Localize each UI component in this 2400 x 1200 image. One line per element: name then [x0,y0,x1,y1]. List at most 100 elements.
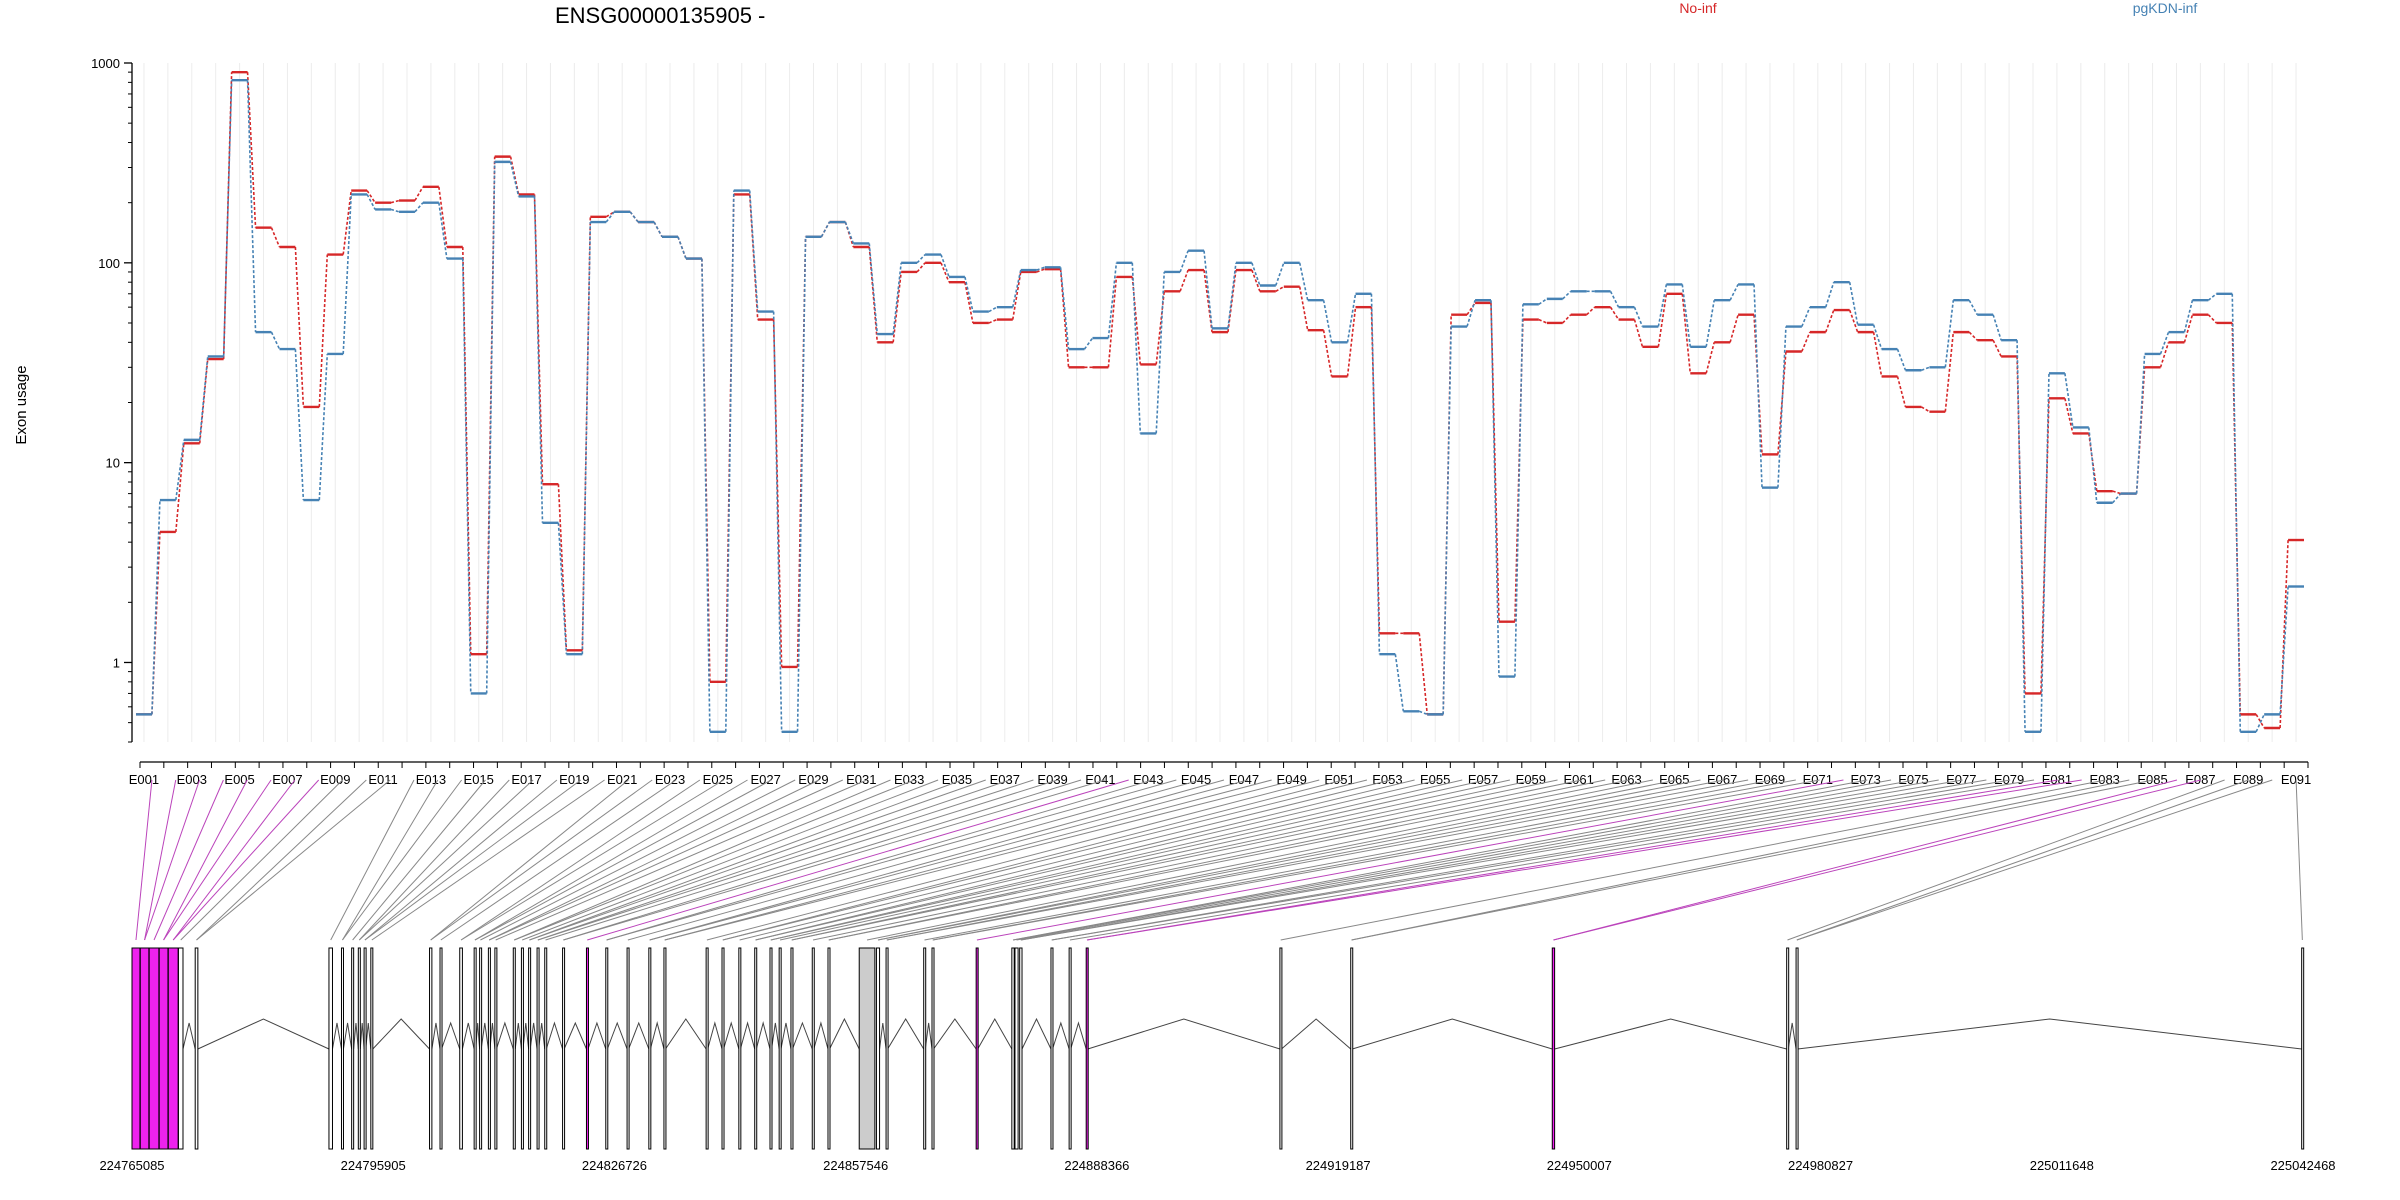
exon-connector [144,779,201,941]
x-tick-label: E035 [942,772,972,787]
exon-connector [342,779,463,941]
intron-line [1052,1021,1070,1050]
exon-box [626,947,630,1150]
exon-connector [877,779,1677,941]
series-connector [1346,307,1357,377]
series-lines [136,70,2304,733]
series-connector [2016,340,2026,732]
series-connector [1179,269,1189,292]
series-connector [533,194,544,485]
x-tick-label: E011 [368,772,397,787]
legend: No-inf pgKDN-inf [1679,0,2197,16]
series-connector [198,356,209,440]
x-tick-label: E053 [1372,772,1402,787]
series-connector [1801,331,1811,352]
exon-box [923,947,927,1150]
exon-box [2301,947,2305,1150]
series-connector [964,282,974,324]
series-connector [1298,286,1309,331]
exon-connector [1051,779,1987,941]
x-tick-label: E029 [798,772,828,787]
series-connector [342,194,353,354]
exon-connector [330,779,415,941]
series-connector [1921,406,1930,413]
exon-box [363,947,367,1150]
exon-connector [1787,779,2225,941]
x-tick-label: E023 [655,772,685,787]
intron-line [665,1018,707,1050]
series-connector [1036,266,1045,271]
series-connector [1968,331,1978,341]
exon-connector [664,779,1272,941]
series-connector [1394,654,1405,712]
exon-box [778,947,782,1150]
exon-connector [649,779,1225,941]
series-connector [1227,262,1237,329]
series-connector [820,221,831,238]
intron-line [372,1018,430,1050]
series-connector [1777,351,1787,455]
x-tick-label: E007 [272,772,302,787]
exon-connector [537,779,1010,941]
genomic-tick-label: 224826726 [582,1158,647,1173]
exon-connector [1020,779,1939,941]
series-connector [1322,300,1333,343]
intron-line [342,1022,353,1050]
chart-title: ENSG00000135905 - [555,3,765,28]
series-connector [1848,282,1859,325]
intron-line [771,1022,780,1050]
series-connector [844,221,855,248]
exon-connector [537,779,1034,941]
y-axis-label: Exon usage [13,365,30,444]
series-connector [1442,314,1452,715]
series-connector [1322,330,1333,377]
exon-connector [163,779,272,941]
series-connector [916,262,926,273]
x-tick-label: E085 [2137,772,2167,787]
exon-box [705,947,709,1150]
x-tick-label: E051 [1324,772,1354,787]
intron-line [182,1022,196,1050]
exon-box [721,947,725,1150]
series-connector [557,484,568,651]
series-connector [1657,293,1668,347]
series-connector [533,196,544,523]
intron-line [977,1017,1013,1050]
grid-lines [143,63,2297,742]
series-connector [1992,314,2002,341]
legend-entry-no-inf: No-inf [1679,0,1716,16]
exon-connector [706,779,1320,941]
exon-box [790,947,794,1150]
series-connector [438,202,448,259]
exon-connector [2295,779,2303,941]
exon-connector [1280,779,2106,941]
exon-connector [460,779,724,941]
series-connector [366,190,376,204]
series-connector [605,211,615,223]
genomic-tick-label: 224795905 [341,1158,406,1173]
exon-box [487,947,491,1150]
series-connector [1992,339,2002,357]
x-tick-label: E039 [1037,772,1067,787]
series-connector [1059,269,1070,368]
series-connector [1418,633,1429,715]
exon-connector [144,779,177,941]
intron-line [628,1021,650,1050]
series-connector [1777,326,1787,488]
exon-box [520,947,524,1150]
series-connector [772,311,783,732]
series-connector [1251,262,1261,286]
series-connector [1657,284,1668,327]
series-connector [1609,290,1620,308]
series-connector [1203,250,1213,329]
series-connector [1083,337,1094,350]
exon-box [473,947,477,1150]
intron-line [587,1021,607,1050]
exon-connector [563,779,1106,941]
exon-connector [1016,779,1915,941]
series-pgkdn-inf [136,79,2304,733]
exon-connector [722,779,1368,941]
series-connector [1538,318,1548,324]
series-connector [940,254,950,278]
